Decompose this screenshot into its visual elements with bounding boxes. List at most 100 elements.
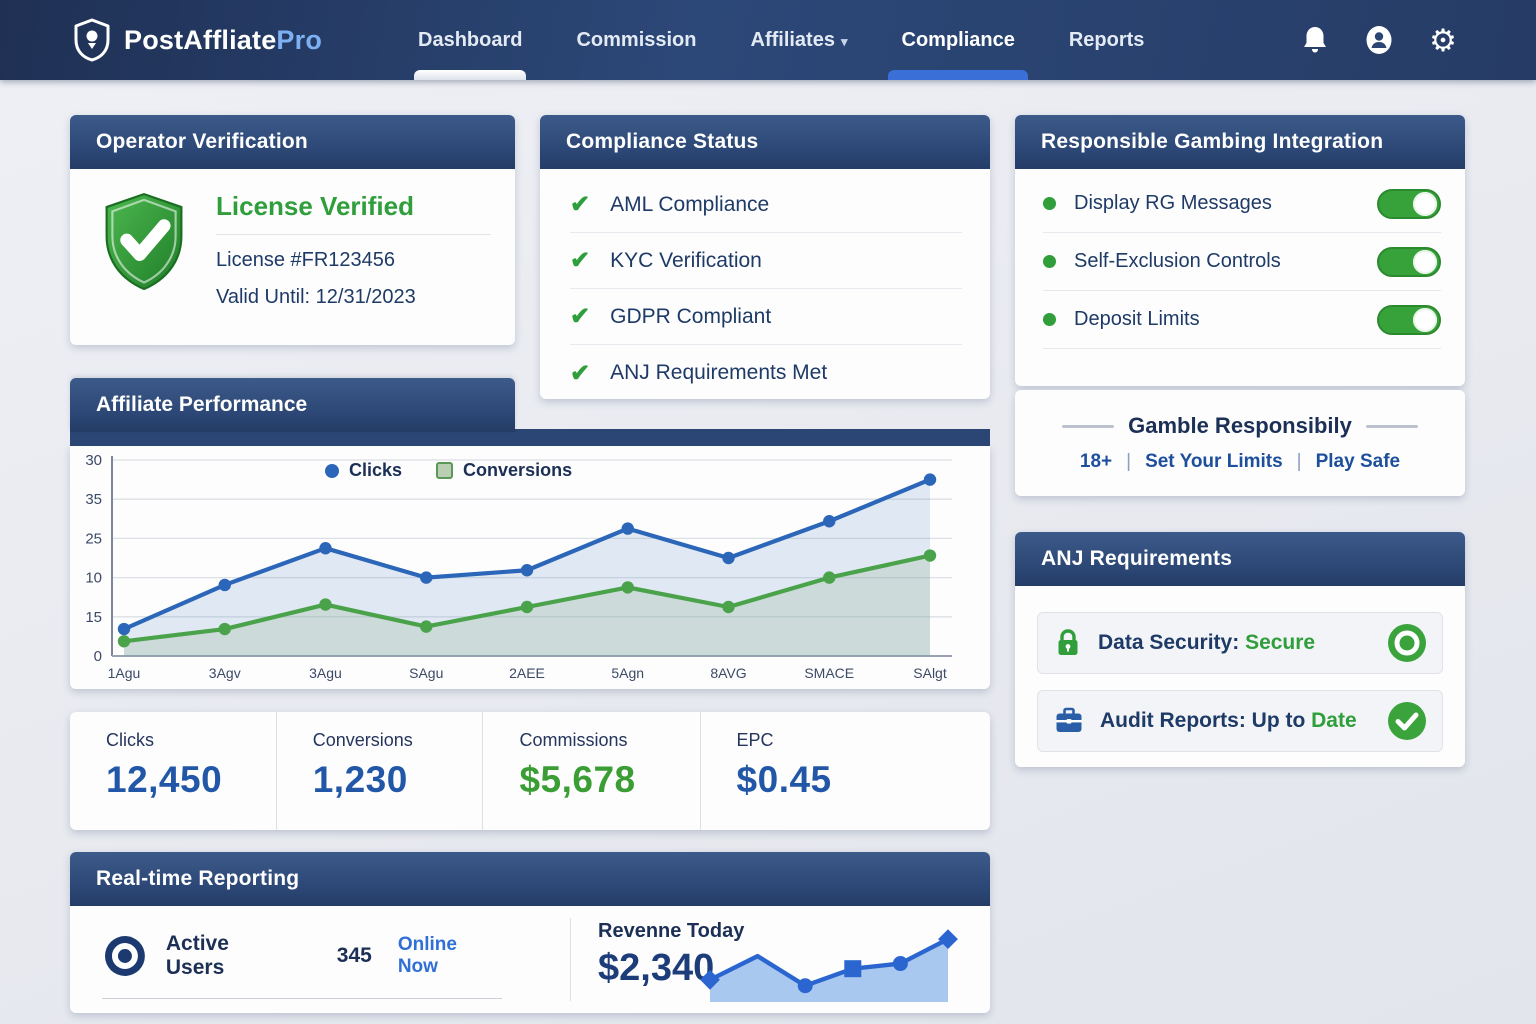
- legend-clicks: Clicks: [325, 460, 402, 481]
- shield-check-icon: [105, 192, 183, 291]
- check-icon: ✔: [570, 359, 591, 387]
- age-18plus-label: 18+: [1079, 451, 1113, 472]
- revenue-sparkline-chart: [700, 916, 962, 1008]
- card-title: Operator Verification: [70, 115, 515, 169]
- compliance-status-card: Compliance Status ✔ AML Compliance ✔ KYC…: [540, 115, 990, 399]
- top-navbar: PostAffliatePro Dashboard Commission Aff…: [0, 0, 1536, 80]
- nav-item-affiliates[interactable]: Affiliates ▾: [751, 0, 848, 80]
- svg-text:15: 15: [85, 609, 102, 626]
- gear-icon[interactable]: ⚙: [1429, 22, 1457, 58]
- svg-text:3Agv: 3Agv: [209, 665, 241, 681]
- affiliate-performance-title: Affiliate Performance: [70, 378, 515, 432]
- nav-label: Commission: [576, 28, 697, 51]
- divider: [1062, 424, 1115, 428]
- brand-shield-icon: [74, 18, 110, 62]
- operator-verification-card: Operator Verification License Verified L…: [70, 115, 515, 345]
- stat-clicks: Clicks 12,450: [70, 712, 277, 830]
- svg-text:25: 25: [85, 530, 102, 547]
- bell-icon[interactable]: [1300, 25, 1330, 55]
- svg-text:SMACE: SMACE: [804, 665, 854, 681]
- conversions-square-icon: [436, 462, 454, 479]
- nav-item-dashboard[interactable]: Dashboard: [414, 0, 527, 80]
- rg-toggle-row: Self-Exclusion Controls: [1043, 233, 1441, 291]
- license-status: License Verified: [216, 191, 491, 235]
- lock-icon: [1058, 629, 1078, 655]
- svg-text:30: 30: [85, 452, 102, 469]
- stat-conversions: Conversions 1,230: [277, 712, 484, 830]
- toggle-deposit-limits[interactable]: [1377, 304, 1441, 335]
- online-now-label: Online Now: [397, 934, 457, 977]
- svg-text:5Agn: 5Agn: [611, 665, 644, 681]
- bullet-dot-icon: [1043, 313, 1056, 326]
- svg-text:2AEE: 2AEE: [509, 665, 545, 681]
- check-icon: ✔: [570, 303, 591, 330]
- nav-label: Affiliates: [750, 28, 835, 51]
- target-circle-icon: [1388, 624, 1426, 662]
- chart-legend: Clicks Conversions: [325, 460, 572, 481]
- compliance-item: ✔ GDPR Compliant: [570, 289, 962, 345]
- card-title: Real-time Reporting: [70, 852, 990, 906]
- stat-commissions: Commissions $5,678: [483, 712, 701, 830]
- card-title: ANJ Requirements: [1015, 532, 1465, 586]
- stats-summary-card: Clicks 12,450 Conversions 1,230 Commissi…: [70, 712, 990, 830]
- nav-item-commission[interactable]: Commission: [576, 0, 696, 80]
- anj-requirements-card: ANJ Requirements Data Security: Secure: [1015, 532, 1465, 767]
- bullet-dot-icon: [1043, 197, 1056, 210]
- nav-label: Dashboard: [418, 28, 523, 51]
- nav-item-compliance[interactable]: Compliance: [888, 0, 1029, 80]
- set-your-limits-link[interactable]: Set Your Limits: [1145, 451, 1283, 472]
- bullseye-icon: [104, 936, 145, 976]
- affiliate-performance-header-strip: [70, 429, 990, 446]
- svg-text:SAgu: SAgu: [409, 665, 443, 681]
- check-circle-icon: [1388, 702, 1426, 740]
- svg-text:0: 0: [94, 648, 102, 665]
- nav-label: Compliance: [901, 28, 1015, 51]
- active-users-label: Active Users: [165, 932, 229, 979]
- rg-toggle-row: Display RG Messages: [1043, 175, 1441, 233]
- active-users-count: 345: [336, 944, 372, 967]
- svg-text:1Agu: 1Agu: [108, 665, 141, 681]
- main-nav: Dashboard Commission Affiliates ▾ Compli…: [414, 0, 1145, 80]
- play-safe-link[interactable]: Play Safe: [1315, 451, 1401, 472]
- compliance-item: ✔ KYC Verification: [570, 233, 962, 289]
- card-title: Compliance Status: [540, 115, 990, 169]
- gamble-responsibly-title: Gamble Responsibily: [1128, 413, 1352, 438]
- clicks-dot-icon: [325, 463, 339, 478]
- svg-text:10: 10: [85, 570, 102, 587]
- stat-epc: EPC $0.45: [736, 730, 832, 800]
- brand-name: PostAffliatePro: [124, 24, 323, 55]
- svg-text:35: 35: [85, 491, 102, 508]
- account-icon[interactable]: [1364, 25, 1394, 55]
- nav-label: Reports: [1068, 28, 1145, 51]
- svg-text:SAlgt: SAlgt: [913, 665, 947, 681]
- license-number: License #FR123456: [216, 249, 396, 271]
- anj-row-audit-reports: Audit Reports: Up to Date: [1037, 690, 1443, 752]
- revenue-today-value: $2,340: [598, 947, 715, 989]
- nav-icon-group: ⚙: [1300, 0, 1458, 80]
- compliance-item: ✔ ANJ Requirements Met: [570, 359, 828, 387]
- affiliate-performance-chart-card: Clicks Conversions 30 35 25 10 15 0 1Agu 3Agv 3A…: [70, 446, 990, 689]
- brand-logo[interactable]: PostAffliatePro: [72, 18, 322, 62]
- toggle-self-exclusion[interactable]: [1377, 246, 1441, 277]
- divider: [1365, 424, 1418, 428]
- gamble-responsibly-card: Gamble Responsibily 18+ | Set Your Limit…: [1015, 390, 1465, 496]
- anj-row-data-security: Data Security: Secure: [1037, 612, 1443, 674]
- license-valid-until: Valid Until: 12/31/2023: [216, 286, 416, 308]
- check-icon: ✔: [570, 191, 591, 218]
- performance-line-chart: 30 35 25 10 15 0 1Agu 3Agv 3Agu SAgu 2AEE 5Agn 8AVG S…: [70, 446, 990, 684]
- brand-name-accent: Pro: [276, 24, 323, 55]
- compliance-item: ✔ AML Compliance: [570, 177, 962, 233]
- responsible-gambling-card: Responsible Gambing Integration Display …: [1015, 115, 1465, 386]
- legend-conversions: Conversions: [436, 460, 572, 481]
- toggle-display-rg-messages[interactable]: [1377, 188, 1441, 219]
- divider: [570, 918, 571, 1001]
- svg-text:8AVG: 8AVG: [710, 665, 746, 681]
- svg-text:3Agu: 3Agu: [309, 665, 342, 681]
- check-icon: ✔: [570, 247, 591, 274]
- briefcase-icon: [1056, 707, 1082, 732]
- revenue-today-label: Revenne Today: [598, 920, 745, 942]
- compliance-tab-indicator: [888, 70, 1029, 80]
- rg-toggle-row: Deposit Limits: [1043, 291, 1441, 349]
- nav-item-reports[interactable]: Reports: [1069, 0, 1145, 80]
